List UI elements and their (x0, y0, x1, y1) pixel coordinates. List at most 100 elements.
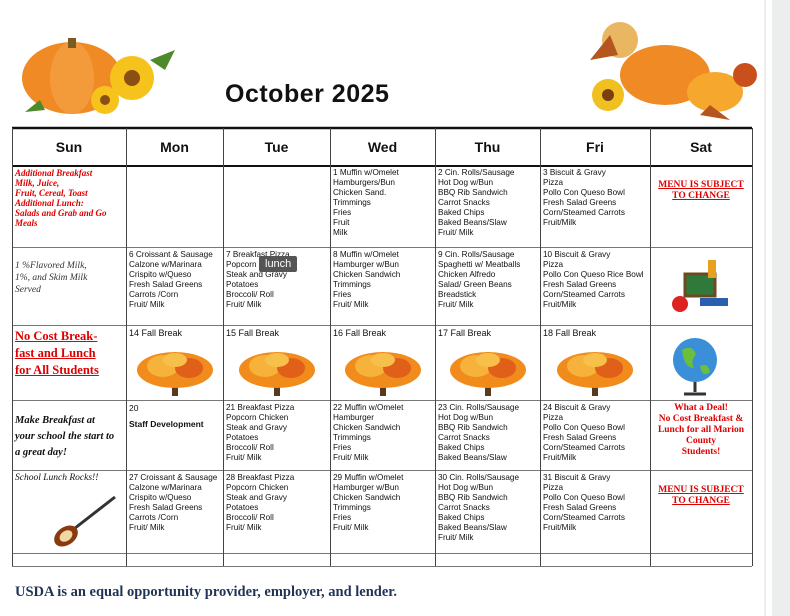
row-rule (12, 400, 752, 401)
menu-cell: 27 Croissant & Sausage Calzone w/Marinara… (126, 471, 223, 553)
text-line: Pizza (543, 260, 564, 269)
column-rule (330, 128, 331, 566)
text-line: Potatoes (226, 280, 259, 289)
text-line: Fresh Salad Greens (543, 503, 617, 512)
text-line: Potatoes (226, 503, 259, 512)
text-line: Pollo Con Queso Bowl (543, 493, 625, 502)
text-line: Carrots /Corn (129, 513, 179, 522)
text-line: Baked Chips (438, 513, 485, 522)
text-line: Meals (15, 218, 38, 228)
text-line: Fruit/Milk (543, 300, 577, 309)
text-line: Fruit (333, 218, 350, 227)
menu-cell: 18 Fall Break (540, 326, 650, 400)
text-line: Chicken Sand. (333, 188, 387, 197)
footer-note: USDA is an equal opportunity provider, e… (15, 584, 398, 600)
menu-cell: 15 Fall Break (223, 326, 330, 400)
text-line: Fruit/ Milk (333, 300, 369, 309)
fall-tree (238, 352, 315, 396)
sunday-note: 1 %Flavored Milk, 1%, and Skim Milk Served (12, 248, 126, 325)
text-line: Trimmings (333, 503, 371, 512)
text-line: Chicken Sandwich (333, 270, 401, 279)
text-line: Additional Lunch: (15, 198, 84, 208)
text-line: What a Deal! (674, 403, 728, 413)
calendar-title: October 2025 (225, 80, 390, 108)
text-line: Staff Development (129, 419, 204, 429)
menu-cell: 23 Cin. Rolls/Sausage Hot Dog w/Bun BBQ Ri… (435, 401, 540, 470)
text-line: 6 Croissant & Sausage (129, 250, 213, 259)
menu-cell: 29 Muffin w/Omelet Hamburger w/Bun Chicken… (330, 471, 435, 553)
text-line: No Cost Breakfast & (658, 414, 744, 424)
sunday-note: Make Breakfast at your school the start t… (12, 401, 126, 470)
text-line: 17 Fall Break (438, 328, 492, 338)
text-line: TO CHANGE (672, 191, 730, 201)
text-line: 7 Breakfast Pizza (226, 250, 290, 259)
text-line: Carrots /Corn (129, 290, 179, 299)
text-line: Calzone w/Marinara (129, 483, 202, 492)
text-line: 15 Fall Break (226, 328, 280, 338)
text-line: Hamburger w/Bun (333, 483, 399, 492)
text-line: Hamburger w/Bun (333, 260, 399, 269)
column-rule (12, 128, 13, 566)
text-line: 18 Fall Break (543, 328, 597, 338)
text-line: Lunch for all Marion (657, 425, 745, 435)
globe (673, 338, 717, 396)
text-line: Fruit/ Milk (129, 300, 165, 309)
text-line: Students! (681, 447, 721, 457)
column-rule (752, 128, 753, 566)
text-line: Potatoes (226, 433, 259, 442)
text-line: Hot Dog w/Bun (438, 483, 494, 492)
text-line: Popcorn Chicken (226, 483, 289, 492)
row-rule (12, 470, 752, 471)
text-line: 10 Biscuit & Gravy (543, 250, 611, 259)
text-line: Hamburgers/Bun (333, 178, 395, 187)
menu-cell (126, 166, 223, 247)
text-line: Fruit/ Milk (226, 300, 262, 309)
menu-cell: 7 Breakfast Pizza Popcorn Chicken Steak an… (223, 248, 330, 325)
menu-cell: 20 Staff Development (126, 401, 223, 470)
menu-cell: 17 Fall Break (435, 326, 540, 400)
text-line: Fresh Salad Greens (543, 198, 617, 207)
side-strip (772, 0, 790, 616)
saturday-note: MENU IS SUBJECT TO CHANGE (650, 166, 752, 247)
text-line: Pizza (543, 178, 564, 187)
text-line: Carrot Snacks (438, 433, 490, 442)
sunday-note: No Cost Break-fast and Lunch for All Stud… (12, 326, 126, 400)
menu-cell: 6 Croissant & Sausage Calzone w/Marinara C… (126, 248, 223, 325)
text-line: Fruit/ Milk (333, 523, 369, 532)
fall-tree (344, 352, 421, 396)
text-line: Make Breakfast at (15, 415, 95, 426)
text-line: Corn/Steamed Carrots (543, 290, 625, 299)
text-line: Fries (333, 208, 352, 217)
text-line: Fries (333, 443, 352, 452)
text-line: Pollo Con Queso Bowl (543, 423, 625, 432)
text-line: 1 Muffin w/Omelet (333, 168, 399, 177)
text-line: 16 Fall Break (333, 328, 387, 338)
menu-cell: 2 Cin. Rolls/Sausage Hot Dog w/Bun BBQ Rib… (435, 166, 540, 247)
text-line: Corn/Steamed Carrots (543, 208, 625, 217)
text-line: Fruit/ Milk (438, 228, 474, 237)
text-line: Fries (333, 290, 352, 299)
text-line: School Lunch Rocks!! (15, 473, 99, 483)
text-line: 24 Biscuit & Gravy (543, 403, 611, 412)
text-line: TO CHANGE (672, 496, 730, 506)
menu-cell: 14 Fall Break (126, 326, 223, 400)
text-line: Popcorn Chicken (226, 260, 289, 269)
column-rule (650, 128, 651, 566)
menu-cell: 16 Fall Break (330, 326, 435, 400)
text-line: Pollo Con Queso Rice Bowl (543, 270, 644, 279)
text-line: BBQ Rib Sandwich (438, 493, 508, 502)
menu-cell: 3 Biscuit & Gravy Pizza Pollo Con Queso Bo… (540, 166, 650, 247)
row-rule (12, 325, 752, 326)
menu-cell: 9 Cin. Rolls/Sausage Spaghetti w/ Meatbal… (435, 248, 540, 325)
text-line: 29 Muffin w/Omelet (333, 473, 404, 482)
text-line: Crispito w/Queso (129, 493, 192, 502)
text-line: Broccoli/ Roll (226, 443, 274, 452)
pumpkin-left (22, 38, 175, 114)
row-rule (12, 553, 752, 554)
text-line: for All Students (15, 363, 99, 377)
day-header: Fri (586, 139, 604, 155)
text-line: Fruit, Cereal, Toast (15, 188, 88, 198)
text-line: Baked Chips (438, 443, 485, 452)
